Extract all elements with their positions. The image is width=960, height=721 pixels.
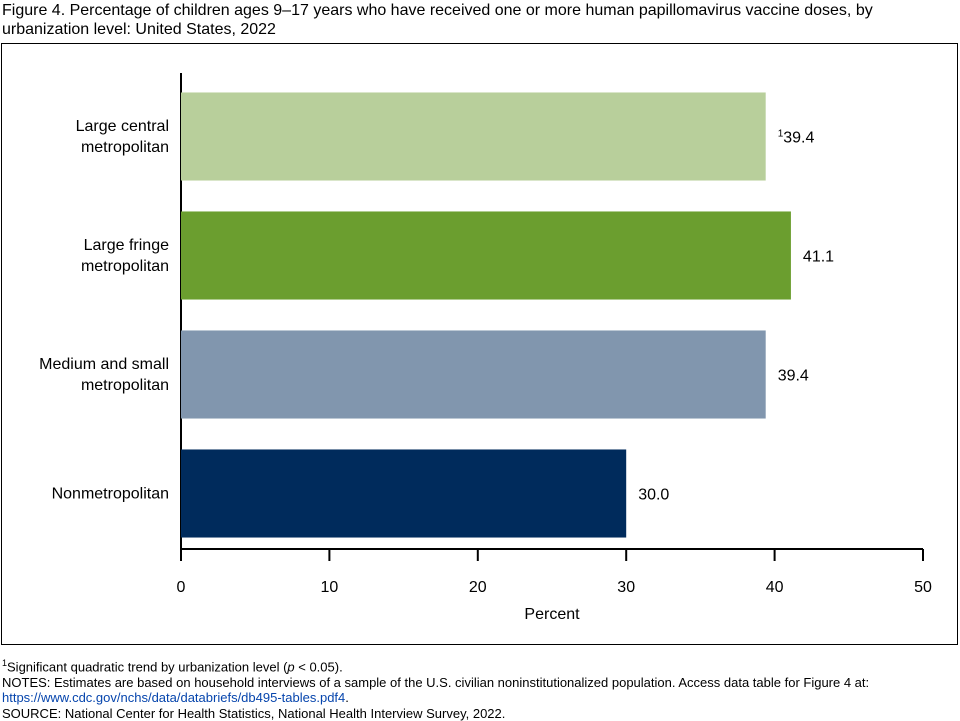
x-tick-label: 10 — [321, 579, 339, 596]
y-tick-label: Nonmetropolitan — [51, 485, 169, 502]
value-label: 39.4 — [783, 130, 814, 147]
chart-title: Figure 4. Percentage of children ages 9–… — [2, 2, 873, 38]
notes: https://www.cdc.gov/nchs/data/databriefs… — [2, 690, 952, 706]
footnotes: 1Significant quadratic trend by urbaniza… — [2, 656, 952, 721]
y-tick-label: Large central metropolitan — [75, 117, 169, 156]
x-tick-label: 50 — [914, 579, 932, 596]
notes: NOTES: Estimates are based on household … — [2, 674, 870, 690]
bar — [181, 449, 627, 538]
footnote-mark: 1 — [778, 129, 784, 140]
footnote: 1Significant quadratic trend by urbaniza… — [2, 656, 952, 675]
value-label: 39.4 — [778, 368, 809, 385]
value-label: 30.0 — [638, 487, 669, 504]
x-tick-label: 0 — [177, 579, 186, 596]
source: SOURCE: National Center for Health Stati… — [2, 705, 506, 721]
footnote-text: < 0.05). — [294, 659, 343, 675]
x-tick-label: 30 — [617, 579, 635, 596]
chart-frame — [1, 43, 958, 645]
bar — [181, 211, 791, 300]
bar — [181, 92, 766, 181]
bar — [181, 330, 766, 419]
value-label: 30.0 — [638, 487, 669, 504]
footnote-text: Significant quadratic trend by urbanizat… — [7, 659, 288, 675]
value-label: 41.1 — [803, 249, 834, 266]
link[interactable]: https://www.cdc.gov/nchs/data/databriefs… — [2, 690, 346, 706]
value-label: 39.4 — [778, 368, 809, 385]
value-label: 139.4 — [778, 129, 815, 147]
footnote-text: p — [287, 659, 295, 675]
y-tick-label: Large fringe metropolitan — [80, 236, 169, 275]
value-label: 41.1 — [803, 249, 834, 266]
y-tick-label: Medium and small metropolitan — [39, 355, 169, 394]
footnote-mark: 1 — [2, 658, 8, 668]
notes: . — [345, 690, 349, 706]
x-axis-label: Percent — [524, 606, 580, 623]
x-tick-label: 20 — [469, 579, 487, 596]
x-tick-label: 40 — [766, 579, 784, 596]
